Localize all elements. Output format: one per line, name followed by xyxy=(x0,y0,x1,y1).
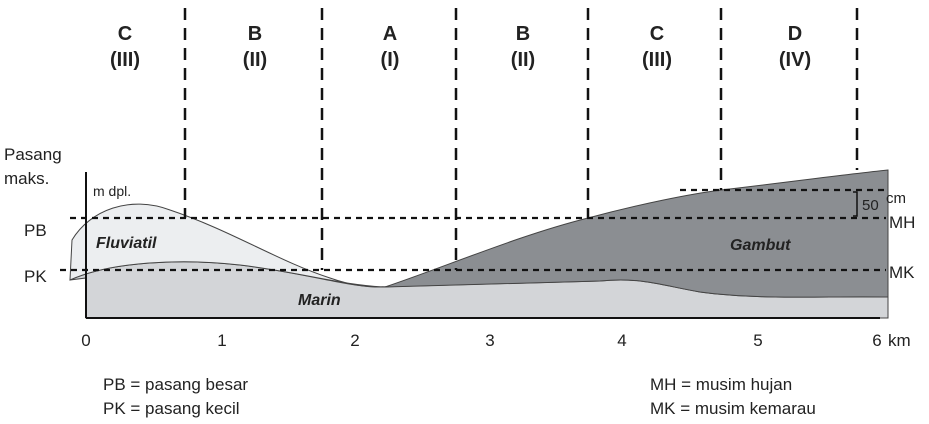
x-tick-label: 1 xyxy=(217,331,226,350)
scale-unit: cm xyxy=(886,190,906,207)
legend-item: MK = musim kemarau xyxy=(650,399,816,418)
zone-roman: (II) xyxy=(511,49,535,71)
x-tick-label: 4 xyxy=(617,331,626,350)
layer-label: Marin xyxy=(298,292,341,309)
zone-letter: A xyxy=(383,23,397,45)
gambut-layer xyxy=(384,169,889,298)
zone-letter: B xyxy=(516,23,530,45)
x-tick-label: 6 xyxy=(872,331,881,350)
x-ticks: 0 1 2 3 4 5 6 xyxy=(81,331,881,350)
level-label: PB xyxy=(24,221,47,240)
scale-bracket xyxy=(853,191,858,217)
legend-item: PK = pasang kecil xyxy=(103,399,240,418)
zone-roman: (III) xyxy=(110,49,140,71)
zone-letter: D xyxy=(788,23,802,45)
zone-letter: B xyxy=(248,23,262,45)
y-unit: m dpl. xyxy=(93,183,131,199)
zone-letter: C xyxy=(118,23,132,45)
x-tick-label: 2 xyxy=(350,331,359,350)
fluviatil-layer xyxy=(69,203,386,288)
zone-roman: (III) xyxy=(642,49,672,71)
scale-label: 50 xyxy=(862,197,879,214)
x-tick-label: 0 xyxy=(81,331,90,350)
layer-label: Fluviatil xyxy=(96,235,157,252)
legend-item: MH = musim hujan xyxy=(650,375,792,394)
x-unit: km xyxy=(888,331,911,350)
legend-item: PB = pasang besar xyxy=(103,375,248,394)
zone-roman: (I) xyxy=(381,49,400,71)
level-label: PK xyxy=(24,267,47,286)
y-title: maks. xyxy=(4,169,49,188)
zone-roman: (IV) xyxy=(779,49,811,71)
x-tick-label: 5 xyxy=(753,331,762,350)
zone-letter: C xyxy=(650,23,664,45)
y-title: Pasang xyxy=(4,145,62,164)
level-label: MH xyxy=(889,213,915,232)
zone-roman: (II) xyxy=(243,49,267,71)
layer-label: Gambut xyxy=(730,237,791,254)
level-label: MK xyxy=(889,263,915,282)
x-tick-label: 3 xyxy=(485,331,494,350)
